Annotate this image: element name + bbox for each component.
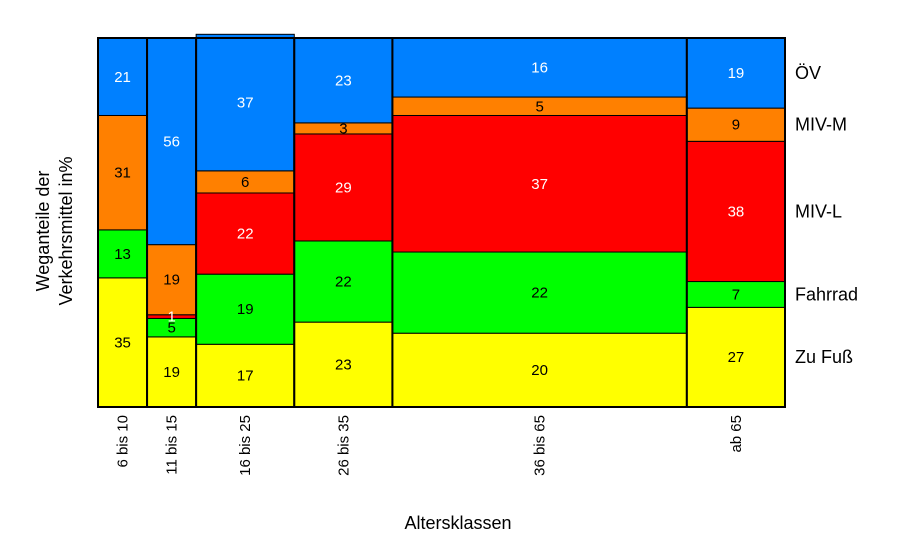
value-label-ab-65-fahrrad: 7 <box>732 286 740 303</box>
value-label-11-bis-15-zu-fuss: 19 <box>163 364 180 381</box>
value-label-11-bis-15-miv-m: 19 <box>163 272 180 289</box>
segment-11-bis-15-oev <box>146 37 197 246</box>
value-label-6-bis-10-miv-m: 31 <box>114 165 131 182</box>
column-border-ab-65 <box>685 37 786 408</box>
value-label-26-bis-35-zu-fuss: 23 <box>335 357 352 374</box>
value-label-ab-65-miv-l: 38 <box>728 203 745 220</box>
value-label-ab-65-zu-fuss: 27 <box>728 349 745 366</box>
segment-ab-65-miv-l <box>686 140 786 283</box>
legend-label-miv-l: MIV-L <box>795 201 842 221</box>
segment-16-bis-25-miv-l <box>195 192 295 275</box>
segment-ab-65-zu-fuss <box>686 306 786 408</box>
x-axis-title: Altersklassen <box>404 513 511 533</box>
y-axis-title-line-1: Weganteile der <box>33 171 53 292</box>
category-label-6-bis-10: 6 bis 10 <box>115 415 132 468</box>
value-label-11-bis-15-miv-l: 1 <box>167 309 175 326</box>
value-label-6-bis-10-fahrrad: 13 <box>114 246 131 263</box>
value-label-6-bis-10-zu-fuss: 35 <box>114 334 131 351</box>
category-label-11-bis-15: 11 bis 15 <box>164 415 181 475</box>
value-label-36-bis-65-oev: 16 <box>531 60 548 77</box>
value-label-11-bis-15-fahrrad: 5 <box>167 320 175 337</box>
category-label-ab-65: ab 65 <box>728 415 745 453</box>
chart-legend: Zu Fuß Fahrrad MIV-L MIV-M ÖV <box>795 63 858 367</box>
category-label-36-bis-65: 36 bis 65 <box>532 415 549 476</box>
category-label-26-bis-35: 26 bis 35 <box>335 415 352 476</box>
segment-26-bis-35-fahrrad <box>293 240 393 323</box>
value-label-36-bis-65-zu-fuss: 20 <box>531 362 548 379</box>
segment-26-bis-35-oev <box>293 37 393 124</box>
segment-16-bis-25-oev <box>195 33 295 172</box>
segment-26-bis-35-miv-l <box>293 133 393 242</box>
value-label-ab-65-miv-m: 9 <box>732 117 740 134</box>
y-axis-title-line-2: Verkehrsmittel in% <box>56 156 76 305</box>
value-label-16-bis-25-zu-fuss: 17 <box>237 368 254 385</box>
legend-label-oev: ÖV <box>795 63 821 83</box>
value-label-16-bis-25-miv-m: 6 <box>241 174 249 191</box>
value-label-16-bis-25-fahrrad: 19 <box>237 301 254 318</box>
value-label-36-bis-65-miv-l: 37 <box>531 176 548 193</box>
value-label-16-bis-25-miv-l: 22 <box>237 226 254 243</box>
value-label-6-bis-10-oev: 21 <box>114 69 131 86</box>
chart-segments <box>97 33 786 408</box>
legend-label-zu-fuss: Zu Fuß <box>795 347 853 367</box>
category-label-16-bis-25: 16 bis 25 <box>237 415 254 476</box>
value-label-26-bis-35-oev: 23 <box>335 72 352 89</box>
value-label-16-bis-25-oev: 37 <box>237 95 254 112</box>
chart-category-labels: 6 bis 10 11 bis 15 16 bis 25 26 bis 35 36 bi… <box>115 415 745 476</box>
legend-label-miv-m: MIV-M <box>795 115 847 135</box>
segment-6-bis-10-fahrrad <box>97 229 148 279</box>
segment-11-bis-15-miv-m <box>146 244 197 316</box>
segment-36-bis-65-miv-l <box>391 114 688 253</box>
segment-26-bis-35-zu-fuss <box>293 321 393 408</box>
segment-6-bis-10-zu-fuss <box>97 277 148 408</box>
value-label-26-bis-35-miv-l: 29 <box>335 179 352 196</box>
value-label-36-bis-65-fahrrad: 22 <box>531 285 548 302</box>
value-label-36-bis-65-miv-m: 5 <box>535 98 543 115</box>
value-label-26-bis-35-miv-m: 3 <box>339 120 347 137</box>
value-label-11-bis-15-oev: 56 <box>163 133 180 150</box>
value-label-26-bis-35-fahrrad: 22 <box>335 274 352 291</box>
segment-36-bis-65-oev <box>391 37 688 98</box>
value-label-ab-65-oev: 19 <box>728 65 745 82</box>
segment-ab-65-miv-m <box>686 107 786 142</box>
legend-label-fahrrad: Fahrrad <box>795 284 858 304</box>
chart-value-labels: 3513312119511956171922637232229323202237… <box>114 60 744 385</box>
